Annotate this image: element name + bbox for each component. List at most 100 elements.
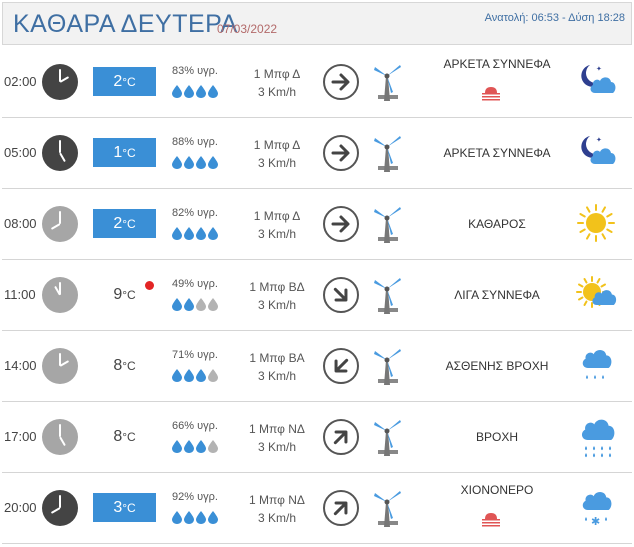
drop-icon	[184, 85, 196, 102]
wind-turbine-icon	[370, 61, 404, 110]
wind-speed: 3 Km/h	[257, 85, 296, 99]
haze-icon	[480, 85, 502, 106]
rain-icon	[576, 416, 620, 465]
wind-beaufort: 1 Μπφ Δ	[253, 209, 301, 223]
sun-icon	[576, 203, 620, 252]
clock-minute-hand	[59, 495, 61, 508]
high-temp-dot	[145, 281, 154, 290]
drop-icon	[172, 85, 184, 102]
clock-icon	[42, 348, 78, 384]
wind-turbine-icon	[370, 345, 404, 394]
clock-minute-hand	[59, 353, 61, 366]
wind-direction-arrow-icon	[323, 490, 359, 526]
drop-icon	[208, 440, 220, 457]
drop-icon	[208, 511, 220, 528]
sun-cloud-icon	[576, 274, 620, 323]
clock-minute-hand	[59, 211, 61, 224]
clock-hour-hand	[59, 436, 66, 447]
row-time: 11:00	[4, 287, 36, 302]
weather-description: ΚΑΘΑΡΟΣ	[468, 217, 526, 231]
humidity-text: 49% υγρ.	[172, 278, 218, 290]
wind-turbine-icon	[370, 132, 404, 181]
temperature-value: 3	[113, 499, 123, 516]
wind-beaufort: 1 Μπφ ΝΔ	[249, 493, 305, 507]
temperature-value: 8	[113, 357, 123, 374]
weather-description: ΛΙΓΑ ΣΥΝΝΕΦΑ	[454, 288, 540, 302]
temperature-unit: °C	[122, 146, 136, 160]
drop-icon	[196, 227, 208, 244]
humidity-drops	[172, 369, 232, 383]
temperature-value: 9	[113, 286, 123, 303]
drop-icon	[196, 85, 208, 102]
svg-text:✦: ✦	[596, 65, 602, 73]
drop-icon	[196, 440, 208, 457]
temperature: 8°C	[93, 351, 156, 380]
temperature: 8°C	[93, 422, 156, 451]
day-date: 07/03/2022	[217, 22, 278, 36]
wind-speed: 3 Km/h	[257, 298, 296, 312]
wind-turbine-icon	[370, 487, 404, 536]
moon-cloud-icon: ✦	[576, 61, 620, 110]
drop-icon	[184, 369, 196, 386]
temperature-unit: °C	[122, 501, 136, 515]
wind-direction-arrow-icon	[323, 135, 359, 171]
day-header: ΚΑΘΑΡΑ ΔΕΥΤΕΡΑ 07/03/2022 Ανατολή: 06:53…	[2, 2, 632, 45]
forecast-row: 11:00 9°C 49% υγρ. 1 Μπφ ΒΔ 3 Km/h ΛΙΓΑ ΣΥΝΝ…	[2, 260, 632, 331]
weather-description: ΑΡΚΕΤΑ ΣΥΝΝΕΦΑ	[443, 146, 551, 160]
forecast-row: 02:00 2°C 83% υγρ. 1 Μπφ Δ 3 Km/h ΑΡΚΕΤΑ ΣΥΝ…	[2, 47, 632, 118]
drop-icon	[172, 156, 184, 173]
row-time: 05:00	[4, 145, 37, 160]
drop-icon	[208, 156, 220, 173]
clock-icon	[42, 64, 78, 100]
weather-description: ΑΡΚΕΤΑ ΣΥΝΝΕΦΑ	[443, 57, 551, 71]
weather-description: ΑΣΘΕΝΗΣ ΒΡΟΧΗ	[445, 359, 549, 373]
drop-icon	[196, 369, 208, 386]
clock-minute-hand	[59, 282, 61, 295]
humidity-text: 83% υγρ.	[172, 65, 218, 77]
forecast-row: 20:00 3°C 92% υγρ. 1 Μπφ ΝΔ 3 Km/h ΧΙΟΝΟΝΕΡΟ…	[2, 473, 632, 544]
drop-icon	[196, 298, 208, 315]
wind-beaufort: 1 Μπφ Δ	[253, 138, 301, 152]
temperature-unit: °C	[122, 217, 136, 231]
clock-icon	[42, 135, 78, 171]
wind-speed: 3 Km/h	[257, 440, 296, 454]
drop-icon	[208, 369, 220, 386]
humidity-text: 92% υγρ.	[172, 491, 218, 503]
temperature-unit: °C	[122, 430, 136, 444]
humidity-drops	[172, 156, 232, 170]
temperature: 2°C	[93, 209, 156, 238]
humidity-drops	[172, 227, 232, 241]
wind-speed: 3 Km/h	[257, 156, 296, 170]
drop-icon	[196, 511, 208, 528]
wind-turbine-icon	[370, 203, 404, 252]
wind-speed: 3 Km/h	[257, 369, 296, 383]
clock-minute-hand	[59, 69, 61, 82]
drop-icon	[184, 156, 196, 173]
svg-text:✱: ✱	[591, 515, 600, 528]
clock-hour-hand	[50, 223, 61, 230]
sleet-icon: ✱	[576, 487, 620, 536]
clock-icon	[42, 206, 78, 242]
humidity-text: 82% υγρ.	[172, 207, 218, 219]
wind-direction-arrow-icon	[323, 64, 359, 100]
clock-minute-hand	[59, 140, 61, 153]
wind-speed: 3 Km/h	[257, 227, 296, 241]
forecast-row: 17:00 8°C 66% υγρ. 1 Μπφ ΝΔ 3 Km/h ΒΡΟΧΗ	[2, 402, 632, 473]
temperature-value: 1	[113, 144, 123, 161]
clock-icon	[42, 419, 78, 455]
wind-info: 1 Μπφ Δ 3 Km/h	[234, 207, 320, 243]
wind-direction-arrow-icon	[323, 206, 359, 242]
wind-turbine-icon	[370, 274, 404, 323]
wind-beaufort: 1 Μπφ ΒΔ	[249, 280, 305, 294]
wind-beaufort: 1 Μπφ ΝΔ	[249, 422, 305, 436]
drop-icon	[184, 511, 196, 528]
wind-info: 1 Μπφ Δ 3 Km/h	[234, 65, 320, 101]
row-time: 14:00	[4, 358, 37, 373]
moon-cloud-icon: ✦	[576, 132, 620, 181]
wind-info: 1 Μπφ ΝΔ 3 Km/h	[234, 491, 320, 527]
wind-beaufort: 1 Μπφ ΒΑ	[249, 351, 305, 365]
forecast-row: 14:00 8°C 71% υγρ. 1 Μπφ ΒΑ 3 Km/h ΑΣΘΕΝΗΣ Β…	[2, 331, 632, 402]
row-time: 08:00	[4, 216, 37, 231]
weather-description: ΧΙΟΝΟΝΕΡΟ	[460, 483, 534, 497]
clock-hour-hand	[50, 507, 61, 514]
